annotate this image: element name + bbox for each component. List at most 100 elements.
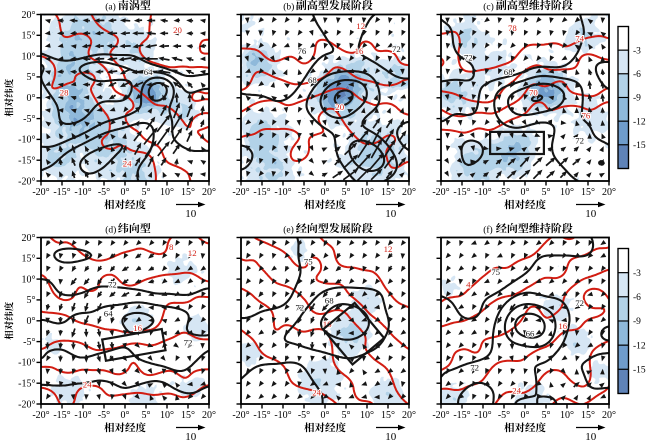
svg-text:8: 8 xyxy=(169,242,174,252)
svg-text:-20°: -20° xyxy=(18,399,35,410)
svg-text:-6: -6 xyxy=(633,70,641,80)
svg-text:-5°: -5° xyxy=(298,187,310,198)
svg-text:5°: 5° xyxy=(142,410,151,421)
svg-text:10°: 10° xyxy=(360,187,374,198)
svg-text:-5°: -5° xyxy=(298,410,310,421)
svg-text:15°: 15° xyxy=(381,410,395,421)
svg-text:15°: 15° xyxy=(381,187,395,198)
svg-text:5°: 5° xyxy=(142,187,151,198)
svg-text:-15°: -15° xyxy=(453,410,470,421)
svg-text:10: 10 xyxy=(185,431,197,443)
svg-text:-20°: -20° xyxy=(32,410,49,421)
svg-text:-12: -12 xyxy=(633,341,646,351)
svg-text:0°: 0° xyxy=(321,410,330,421)
svg-text:-15°: -15° xyxy=(253,410,270,421)
svg-text:0°: 0° xyxy=(121,187,130,198)
svg-text:24: 24 xyxy=(512,386,521,396)
svg-text:5°: 5° xyxy=(542,187,551,198)
svg-text:(a): (a) xyxy=(105,2,116,13)
svg-text:-10°: -10° xyxy=(474,410,491,421)
svg-text:72: 72 xyxy=(464,52,473,62)
svg-text:16: 16 xyxy=(558,321,567,331)
svg-text:66: 66 xyxy=(526,329,535,339)
svg-text:24: 24 xyxy=(83,379,92,389)
svg-text:24: 24 xyxy=(123,158,132,168)
svg-text:15°: 15° xyxy=(581,410,595,421)
svg-text:16: 16 xyxy=(323,319,332,329)
svg-text:0°: 0° xyxy=(27,316,36,327)
svg-text:12: 12 xyxy=(188,248,197,258)
svg-text:76: 76 xyxy=(582,111,591,121)
svg-text:-20°: -20° xyxy=(32,187,49,198)
svg-text:10: 10 xyxy=(585,208,597,220)
svg-text:68: 68 xyxy=(325,295,334,305)
svg-text:15°: 15° xyxy=(181,187,195,198)
svg-text:-10°: -10° xyxy=(18,135,35,146)
svg-text:20°: 20° xyxy=(402,410,416,421)
svg-text:10: 10 xyxy=(185,208,197,220)
svg-text:12: 12 xyxy=(356,21,365,31)
svg-text:10°: 10° xyxy=(360,410,374,421)
svg-text:-10°: -10° xyxy=(74,410,91,421)
svg-text:(d): (d) xyxy=(105,225,116,236)
svg-text:-10°: -10° xyxy=(18,358,35,369)
svg-text:10: 10 xyxy=(585,431,597,443)
svg-text:-15: -15 xyxy=(633,366,646,376)
svg-text:-6: -6 xyxy=(633,293,641,303)
svg-text:-5°: -5° xyxy=(498,410,510,421)
svg-text:10°: 10° xyxy=(560,187,574,198)
svg-text:-15°: -15° xyxy=(253,187,270,198)
svg-text:20°: 20° xyxy=(602,410,616,421)
svg-text:5°: 5° xyxy=(542,410,551,421)
svg-text:5°: 5° xyxy=(342,410,351,421)
svg-text:0°: 0° xyxy=(321,187,330,198)
svg-text:72: 72 xyxy=(184,338,193,348)
svg-text:-5°: -5° xyxy=(23,337,35,348)
svg-text:5°: 5° xyxy=(27,295,36,306)
svg-text:(c): (c) xyxy=(483,2,494,13)
svg-text:72: 72 xyxy=(575,136,584,146)
svg-text:20°: 20° xyxy=(402,187,416,198)
svg-text:10°: 10° xyxy=(22,51,36,62)
svg-text:74: 74 xyxy=(575,34,584,44)
svg-text:4: 4 xyxy=(466,279,471,289)
svg-text:12: 12 xyxy=(384,244,393,254)
svg-text:20°: 20° xyxy=(22,10,36,21)
svg-text:-15: -15 xyxy=(633,141,646,151)
svg-text:68: 68 xyxy=(504,67,513,77)
svg-text:0°: 0° xyxy=(121,410,130,421)
svg-text:-15°: -15° xyxy=(18,156,35,167)
svg-text:-15°: -15° xyxy=(53,187,70,198)
svg-text:-15°: -15° xyxy=(18,379,35,390)
svg-text:64: 64 xyxy=(104,309,113,319)
svg-text:-5°: -5° xyxy=(98,187,110,198)
svg-text:5°: 5° xyxy=(27,72,36,83)
svg-text:-9: -9 xyxy=(633,94,641,104)
svg-text:10°: 10° xyxy=(160,410,174,421)
svg-text:10°: 10° xyxy=(560,410,574,421)
svg-text:28: 28 xyxy=(60,88,69,98)
svg-text:10: 10 xyxy=(385,431,397,443)
svg-text:(f): (f) xyxy=(483,225,493,236)
svg-text:78: 78 xyxy=(508,23,517,33)
svg-text:70: 70 xyxy=(529,88,538,98)
svg-text:76: 76 xyxy=(298,46,307,56)
svg-text:-12: -12 xyxy=(633,117,646,127)
svg-text:(e): (e) xyxy=(283,225,294,236)
svg-text:-5°: -5° xyxy=(498,187,510,198)
svg-text:-20°: -20° xyxy=(18,176,35,187)
svg-text:-20°: -20° xyxy=(232,187,249,198)
svg-text:-5°: -5° xyxy=(23,114,35,125)
svg-text:20°: 20° xyxy=(22,233,36,244)
svg-text:-10°: -10° xyxy=(74,187,91,198)
svg-text:15°: 15° xyxy=(22,31,36,42)
svg-text:15°: 15° xyxy=(181,410,195,421)
svg-text:-20°: -20° xyxy=(432,410,449,421)
svg-text:-3: -3 xyxy=(633,46,641,56)
svg-text:20°: 20° xyxy=(202,410,216,421)
svg-text:-20°: -20° xyxy=(432,187,449,198)
svg-text:64: 64 xyxy=(144,67,153,77)
svg-text:-10°: -10° xyxy=(274,410,291,421)
svg-text:20: 20 xyxy=(173,25,182,35)
svg-text:-10°: -10° xyxy=(474,187,491,198)
